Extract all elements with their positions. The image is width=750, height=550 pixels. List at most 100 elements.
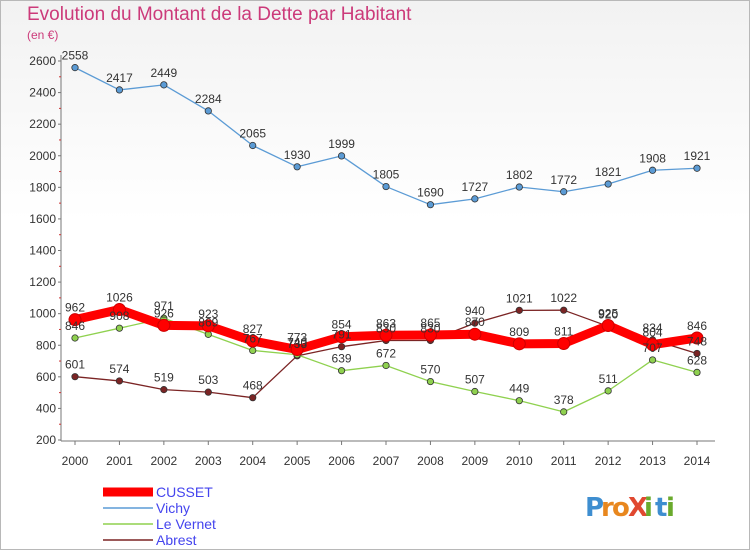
y-tick-label: 600: [36, 370, 56, 384]
legend-label-cusset: CUSSET: [156, 484, 213, 500]
data-label-abrest: 601: [65, 358, 85, 372]
data-point-cusset: [690, 331, 704, 345]
data-label-cusset: 962: [65, 301, 85, 315]
y-tick-label: 1400: [29, 244, 56, 258]
legend-label-vichy: Vichy: [156, 500, 190, 516]
data-point-abrest: [560, 306, 568, 314]
data-point-le-vernet: [249, 346, 257, 355]
y-tick-label: 2000: [29, 149, 56, 163]
data-point-vichy: [471, 195, 479, 203]
data-point-vichy: [293, 163, 301, 171]
data-point-abrest: [71, 373, 79, 381]
data-label-le-vernet: 570: [420, 363, 440, 377]
data-label-abrest: 503: [198, 373, 218, 387]
data-label-vichy: 1930: [284, 148, 311, 162]
data-label-cusset: 846: [687, 319, 707, 333]
data-label-vichy: 2417: [106, 71, 133, 85]
data-label-abrest: 791: [332, 328, 352, 342]
x-tick-label: 2004: [239, 454, 266, 468]
data-label-le-vernet: 908: [109, 309, 129, 323]
data-point-le-vernet: [115, 324, 124, 332]
data-label-vichy: 1805: [373, 168, 400, 182]
data-point-vichy: [71, 64, 79, 72]
data-label-cusset: 923: [198, 307, 218, 321]
y-tick-label: 2600: [29, 54, 56, 68]
data-label-cusset: 863: [376, 316, 396, 330]
y-tick-label: 400: [36, 401, 56, 415]
data-point-le-vernet: [560, 408, 568, 416]
data-point-vichy: [115, 86, 124, 94]
data-label-le-vernet: 971: [154, 299, 174, 313]
data-label-le-vernet: 639: [332, 352, 352, 366]
data-point-vichy: [560, 188, 568, 196]
logo-letter: t: [655, 493, 667, 523]
data-label-cusset: 870: [465, 315, 485, 329]
data-point-cusset: [512, 337, 526, 351]
data-point-cusset: [157, 318, 171, 332]
chart-title: Evolution du Montant de la Dette par Hab…: [27, 4, 412, 25]
data-label-cusset: 926: [154, 306, 174, 320]
data-point-le-vernet: [693, 368, 701, 377]
data-point-abrest: [204, 388, 212, 396]
data-label-cusset: 809: [509, 325, 529, 339]
data-point-le-vernet: [382, 361, 390, 370]
data-label-le-vernet: 707: [643, 341, 663, 355]
data-point-vichy: [648, 166, 657, 174]
y-tick-label: 200: [36, 433, 56, 447]
data-point-le-vernet: [515, 397, 523, 405]
data-label-le-vernet: 846: [65, 319, 85, 333]
data-label-cusset: 1026: [106, 291, 133, 305]
y-tick-label: 1000: [29, 307, 56, 321]
data-label-abrest: 748: [687, 334, 707, 348]
data-point-cusset: [423, 328, 437, 342]
data-label-le-vernet: 378: [554, 393, 574, 407]
data-point-vichy: [515, 183, 523, 191]
data-point-cusset: [379, 328, 393, 342]
data-label-vichy: 2558: [62, 49, 89, 63]
data-point-abrest: [160, 386, 168, 394]
data-point-cusset: [646, 338, 660, 352]
data-point-abrest: [515, 306, 523, 314]
data-label-vichy: 1690: [417, 186, 444, 200]
logo-letter: X: [628, 493, 648, 523]
data-point-abrest: [115, 377, 124, 385]
data-label-cusset: 854: [332, 318, 352, 332]
axes: 200 400 600 800 1000 1200 1400 1600 1800 2000 2200…: [29, 54, 715, 468]
logo-letter: P: [585, 493, 604, 523]
data-point-vichy: [693, 164, 701, 172]
data-label-vichy: 2284: [195, 92, 222, 106]
y-tick-label: 1800: [29, 180, 56, 194]
x-tick-label: 2014: [684, 454, 711, 468]
data-point-le-vernet: [648, 356, 657, 364]
data-point-le-vernet: [604, 387, 612, 395]
data-label-vichy: 1727: [462, 180, 489, 194]
series-lines: [68, 64, 704, 416]
logo-letter: i: [666, 493, 675, 523]
data-label-vichy: 1821: [595, 165, 622, 179]
data-label-abrest: 834: [643, 321, 663, 335]
data-point-vichy: [382, 182, 390, 191]
data-point-vichy: [604, 180, 612, 188]
data-label-le-vernet: 507: [465, 373, 485, 387]
data-label-le-vernet: 767: [243, 331, 263, 345]
data-label-abrest: 830: [420, 322, 440, 336]
data-label-le-vernet: 869: [198, 315, 218, 329]
data-point-cusset: [557, 337, 571, 351]
y-tick-label: 1600: [29, 212, 56, 226]
data-point-abrest: [693, 349, 701, 358]
data-label-le-vernet: 740: [287, 336, 307, 350]
data-point-cusset: [601, 319, 615, 333]
data-label-cusset: 773: [287, 331, 307, 345]
x-tick-label: 2007: [373, 454, 400, 468]
data-label-le-vernet: 672: [376, 346, 396, 360]
x-tick-label: 2013: [639, 454, 666, 468]
x-tick-label: 2010: [506, 454, 533, 468]
x-tick-label: 2008: [417, 454, 444, 468]
x-tick-label: 2002: [151, 454, 178, 468]
legend-label-le-vernet: Le Vernet: [156, 516, 216, 532]
data-point-cusset: [246, 334, 260, 348]
